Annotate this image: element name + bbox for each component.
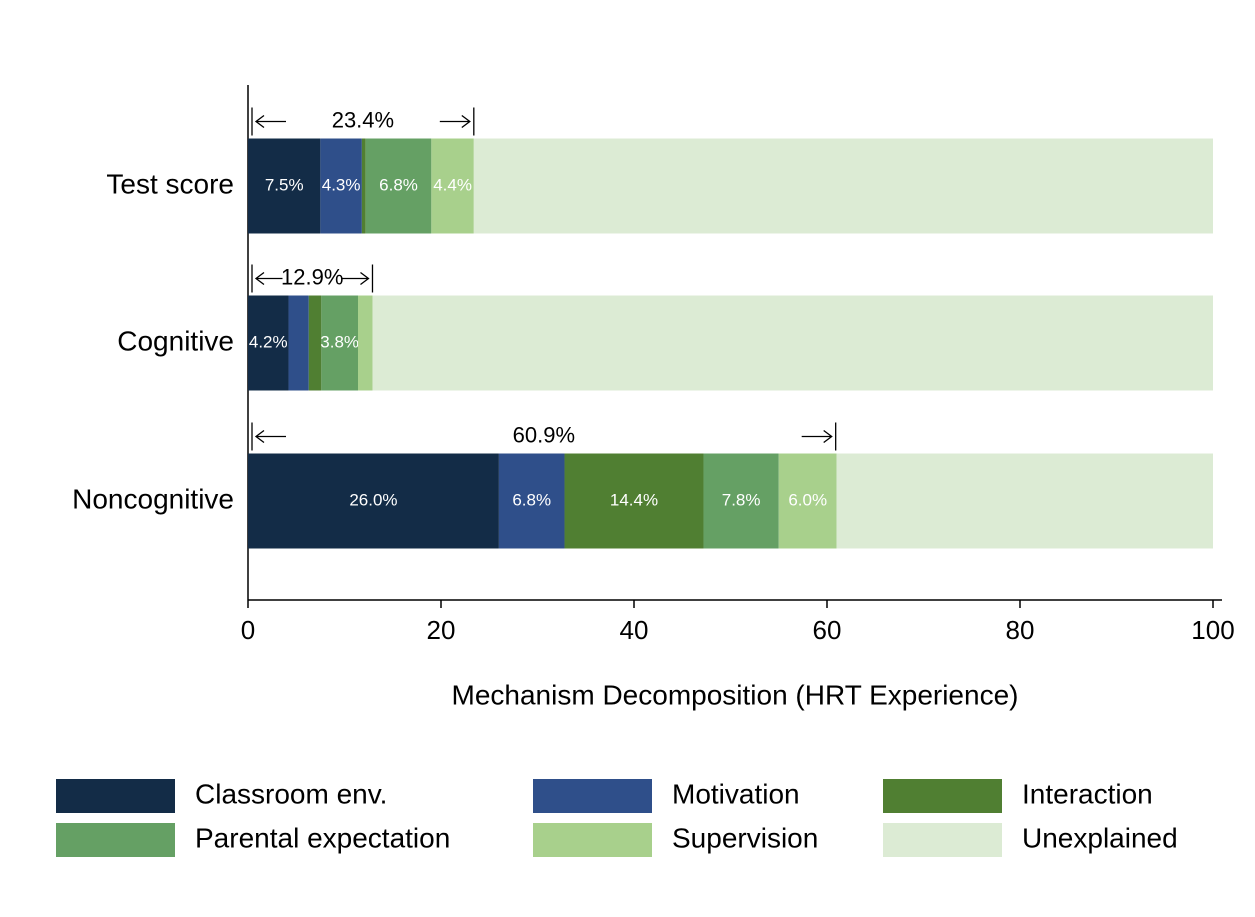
value-label: 7.5%: [265, 175, 304, 194]
value-label: 7.8%: [722, 490, 761, 509]
legend-swatch: [56, 823, 175, 857]
x-tick-label: 20: [427, 615, 456, 645]
total-label: 12.9%: [281, 264, 343, 289]
total-arrow-left: [254, 114, 286, 129]
x-tick-label: 100: [1191, 615, 1234, 645]
total-arrow-right: [439, 114, 471, 129]
value-label: 14.4%: [610, 490, 658, 509]
legend-label: Supervision: [672, 822, 818, 853]
bar-segment: [372, 295, 1213, 391]
bar-segment: [498, 453, 565, 549]
total-arrow-left: [254, 429, 286, 444]
bar-segment: [248, 295, 289, 391]
bar-segment: [564, 453, 704, 549]
total-arrow-left: [254, 271, 283, 286]
value-label: 3.8%: [320, 332, 359, 351]
bar-segment: [836, 453, 1213, 549]
bar-segment: [431, 138, 474, 234]
bar-segment: [288, 295, 309, 391]
value-label: 6.8%: [379, 175, 418, 194]
total-label: 23.4%: [332, 107, 394, 132]
x-tick-label: 40: [620, 615, 649, 645]
legend-label: Classroom env.: [195, 778, 387, 809]
legend-swatch: [533, 779, 652, 813]
bar-segment: [703, 453, 779, 549]
bar-segment: [473, 138, 1213, 234]
y-tick-label: Noncognitive: [72, 483, 234, 514]
total-arrow-right: [341, 271, 370, 286]
x-tick-label: 0: [241, 615, 255, 645]
bar-segment: [361, 138, 366, 234]
legend-label: Unexplained: [1022, 822, 1178, 853]
value-label: 4.2%: [249, 332, 288, 351]
x-axis-label: Mechanism Decomposition (HRT Experience): [452, 679, 1019, 710]
value-label: 4.3%: [322, 175, 361, 194]
legend-label: Interaction: [1022, 778, 1153, 809]
y-tick-label: Cognitive: [117, 325, 234, 356]
bar-segment: [365, 138, 432, 234]
legend-label: Parental expectation: [195, 822, 450, 853]
bar-segment: [308, 295, 322, 391]
value-label: 6.0%: [788, 490, 827, 509]
total-label: 60.9%: [513, 422, 575, 447]
value-label: 26.0%: [349, 490, 397, 509]
bar-segment: [248, 138, 321, 234]
x-tick-label: 80: [1006, 615, 1035, 645]
bar-segment: [321, 295, 359, 391]
total-arrow-right: [801, 429, 833, 444]
legend-swatch: [883, 779, 1002, 813]
legend-swatch: [56, 779, 175, 813]
y-tick-label: Test score: [106, 168, 234, 199]
bar-segment: [248, 453, 499, 549]
bar-segment: [320, 138, 362, 234]
value-label: 4.4%: [433, 175, 472, 194]
legend-swatch: [533, 823, 652, 857]
legend-swatch: [883, 823, 1002, 857]
bar-segment: [358, 295, 373, 391]
value-label: 6.8%: [512, 490, 551, 509]
legend-label: Motivation: [672, 778, 800, 809]
x-tick-label: 60: [813, 615, 842, 645]
bar-segment: [778, 453, 837, 549]
